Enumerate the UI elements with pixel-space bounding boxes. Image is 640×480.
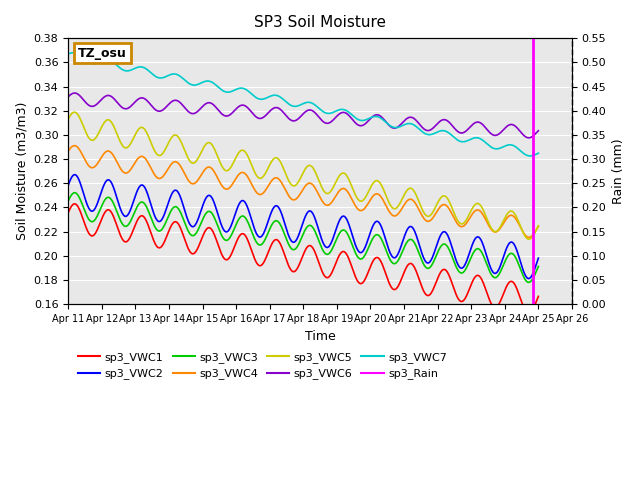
- Title: SP3 Soil Moisture: SP3 Soil Moisture: [254, 15, 386, 30]
- X-axis label: Time: Time: [305, 330, 335, 343]
- Y-axis label: Rain (mm): Rain (mm): [612, 138, 625, 204]
- Text: TZ_osu: TZ_osu: [78, 47, 127, 60]
- Legend: sp3_VWC1, sp3_VWC2, sp3_VWC3, sp3_VWC4, sp3_VWC5, sp3_VWC6, sp3_VWC7, sp3_Rain: sp3_VWC1, sp3_VWC2, sp3_VWC3, sp3_VWC4, …: [74, 348, 451, 384]
- Y-axis label: Soil Moisture (m3/m3): Soil Moisture (m3/m3): [15, 102, 28, 240]
